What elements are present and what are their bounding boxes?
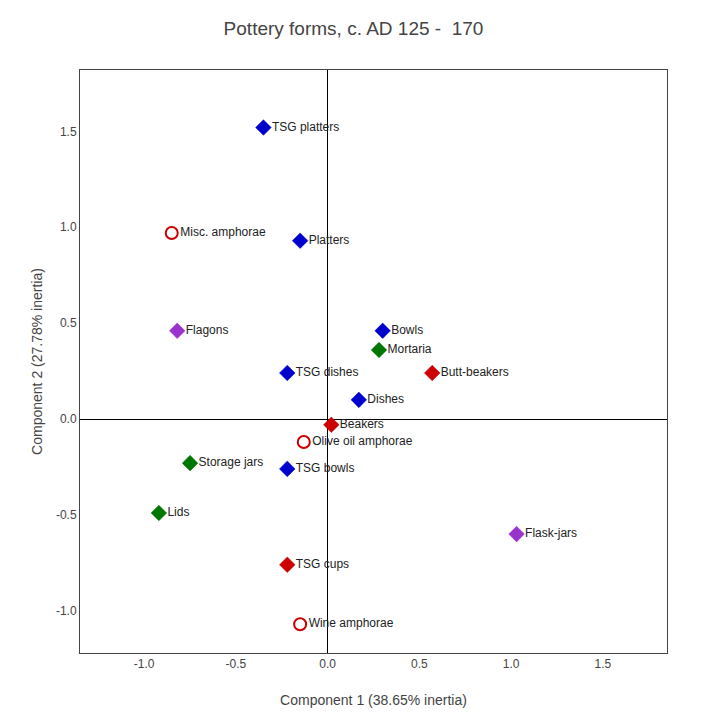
svg-text:0.5: 0.5 — [411, 657, 428, 671]
svg-text:1.5: 1.5 — [60, 125, 77, 139]
svg-text:TSG platters: TSG platters — [272, 120, 339, 134]
svg-text:1.0: 1.0 — [503, 657, 520, 671]
svg-text:Dishes: Dishes — [367, 392, 404, 406]
svg-text:1.0: 1.0 — [60, 220, 77, 234]
svg-text:-0.5: -0.5 — [226, 657, 247, 671]
svg-text:Beakers: Beakers — [340, 417, 384, 431]
svg-text:Component 2 (27.78% inertia): Component 2 (27.78% inertia) — [29, 268, 45, 455]
svg-text:Pottery forms, c. AD 125 - 17: Pottery forms, c. AD 125 - 170 — [224, 18, 484, 39]
svg-text:Lids: Lids — [167, 505, 189, 519]
svg-text:Platters: Platters — [309, 233, 350, 247]
svg-text:Flask-jars: Flask-jars — [525, 526, 577, 540]
svg-text:Wine amphorae: Wine amphorae — [309, 616, 394, 630]
svg-text:Storage jars: Storage jars — [199, 455, 264, 469]
svg-text:Flagons: Flagons — [186, 323, 229, 337]
svg-text:0.0: 0.0 — [60, 412, 77, 426]
svg-text:-0.5: -0.5 — [56, 508, 77, 522]
svg-text:Bowls: Bowls — [391, 323, 423, 337]
svg-text:1.5: 1.5 — [594, 657, 611, 671]
svg-text:Misc. amphorae: Misc. amphorae — [180, 225, 266, 239]
svg-text:TSG dishes: TSG dishes — [296, 365, 359, 379]
svg-text:-1.0: -1.0 — [134, 657, 155, 671]
svg-text:-1.0: -1.0 — [56, 604, 77, 618]
svg-text:0.5: 0.5 — [60, 316, 77, 330]
svg-text:Butt-beakers: Butt-beakers — [441, 365, 509, 379]
svg-text:Mortaria: Mortaria — [388, 342, 432, 356]
svg-text:Component 1 (38.65% inertia): Component 1 (38.65% inertia) — [280, 692, 467, 708]
svg-text:TSG cups: TSG cups — [296, 557, 349, 571]
svg-text:TSG bowls: TSG bowls — [296, 461, 355, 475]
svg-text:Olive oil amphorae: Olive oil amphorae — [312, 434, 412, 448]
svg-text:0.0: 0.0 — [319, 657, 336, 671]
